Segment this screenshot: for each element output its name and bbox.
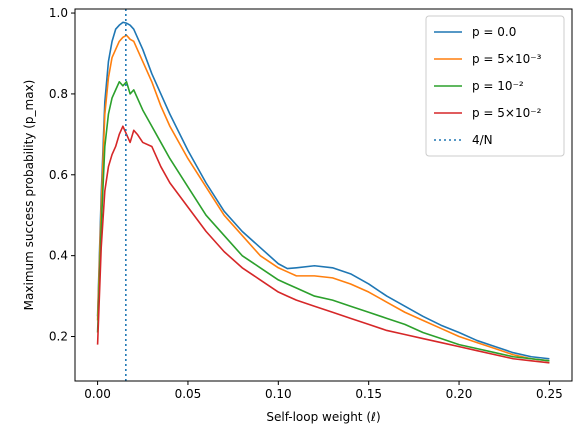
y-tick-label: 0.6: [49, 168, 68, 182]
y-axis-label: Maximum success probability (p_max): [22, 80, 36, 311]
series-line-2: [96, 80, 550, 362]
legend: p = 0.0 p = 5×10⁻³ p = 10⁻² p = 5×10⁻² 4/N: [425, 15, 565, 157]
x-axis: 0.00 0.05 0.10 0.15 0.20 0.25: [84, 381, 563, 401]
x-tick-label: 0.10: [265, 387, 292, 401]
series-line-3: [96, 125, 550, 364]
y-tick-label: 0.2: [49, 330, 68, 344]
series-line-1: [96, 34, 550, 362]
y-tick-label: 0.8: [49, 87, 68, 101]
y-tick-label: 1.0: [49, 6, 68, 20]
y-tick-label: 0.4: [49, 249, 68, 263]
x-tick-label: 0.15: [355, 387, 382, 401]
x-tick-label: 0.05: [175, 387, 202, 401]
legend-label-0: p = 0.0: [472, 25, 516, 39]
legend-box: [425, 15, 565, 157]
series-line-0: [96, 21, 550, 360]
legend-label-3: p = 5×10⁻²: [472, 106, 542, 120]
x-tick-label: 0.20: [446, 387, 473, 401]
plot-area: [96, 9, 550, 381]
legend-label-4: 4/N: [472, 133, 493, 147]
y-axis: 0.2 0.4 0.6 0.8 1.0: [49, 6, 75, 344]
axes-frame: [74, 8, 573, 382]
legend-label-2: p = 10⁻²: [472, 79, 524, 93]
x-axis-label: Self-loop weight (ℓ): [266, 410, 380, 424]
legend-label-1: p = 5×10⁻³: [472, 52, 542, 66]
x-tick-label: 0.00: [84, 387, 111, 401]
x-tick-label: 0.25: [536, 387, 563, 401]
